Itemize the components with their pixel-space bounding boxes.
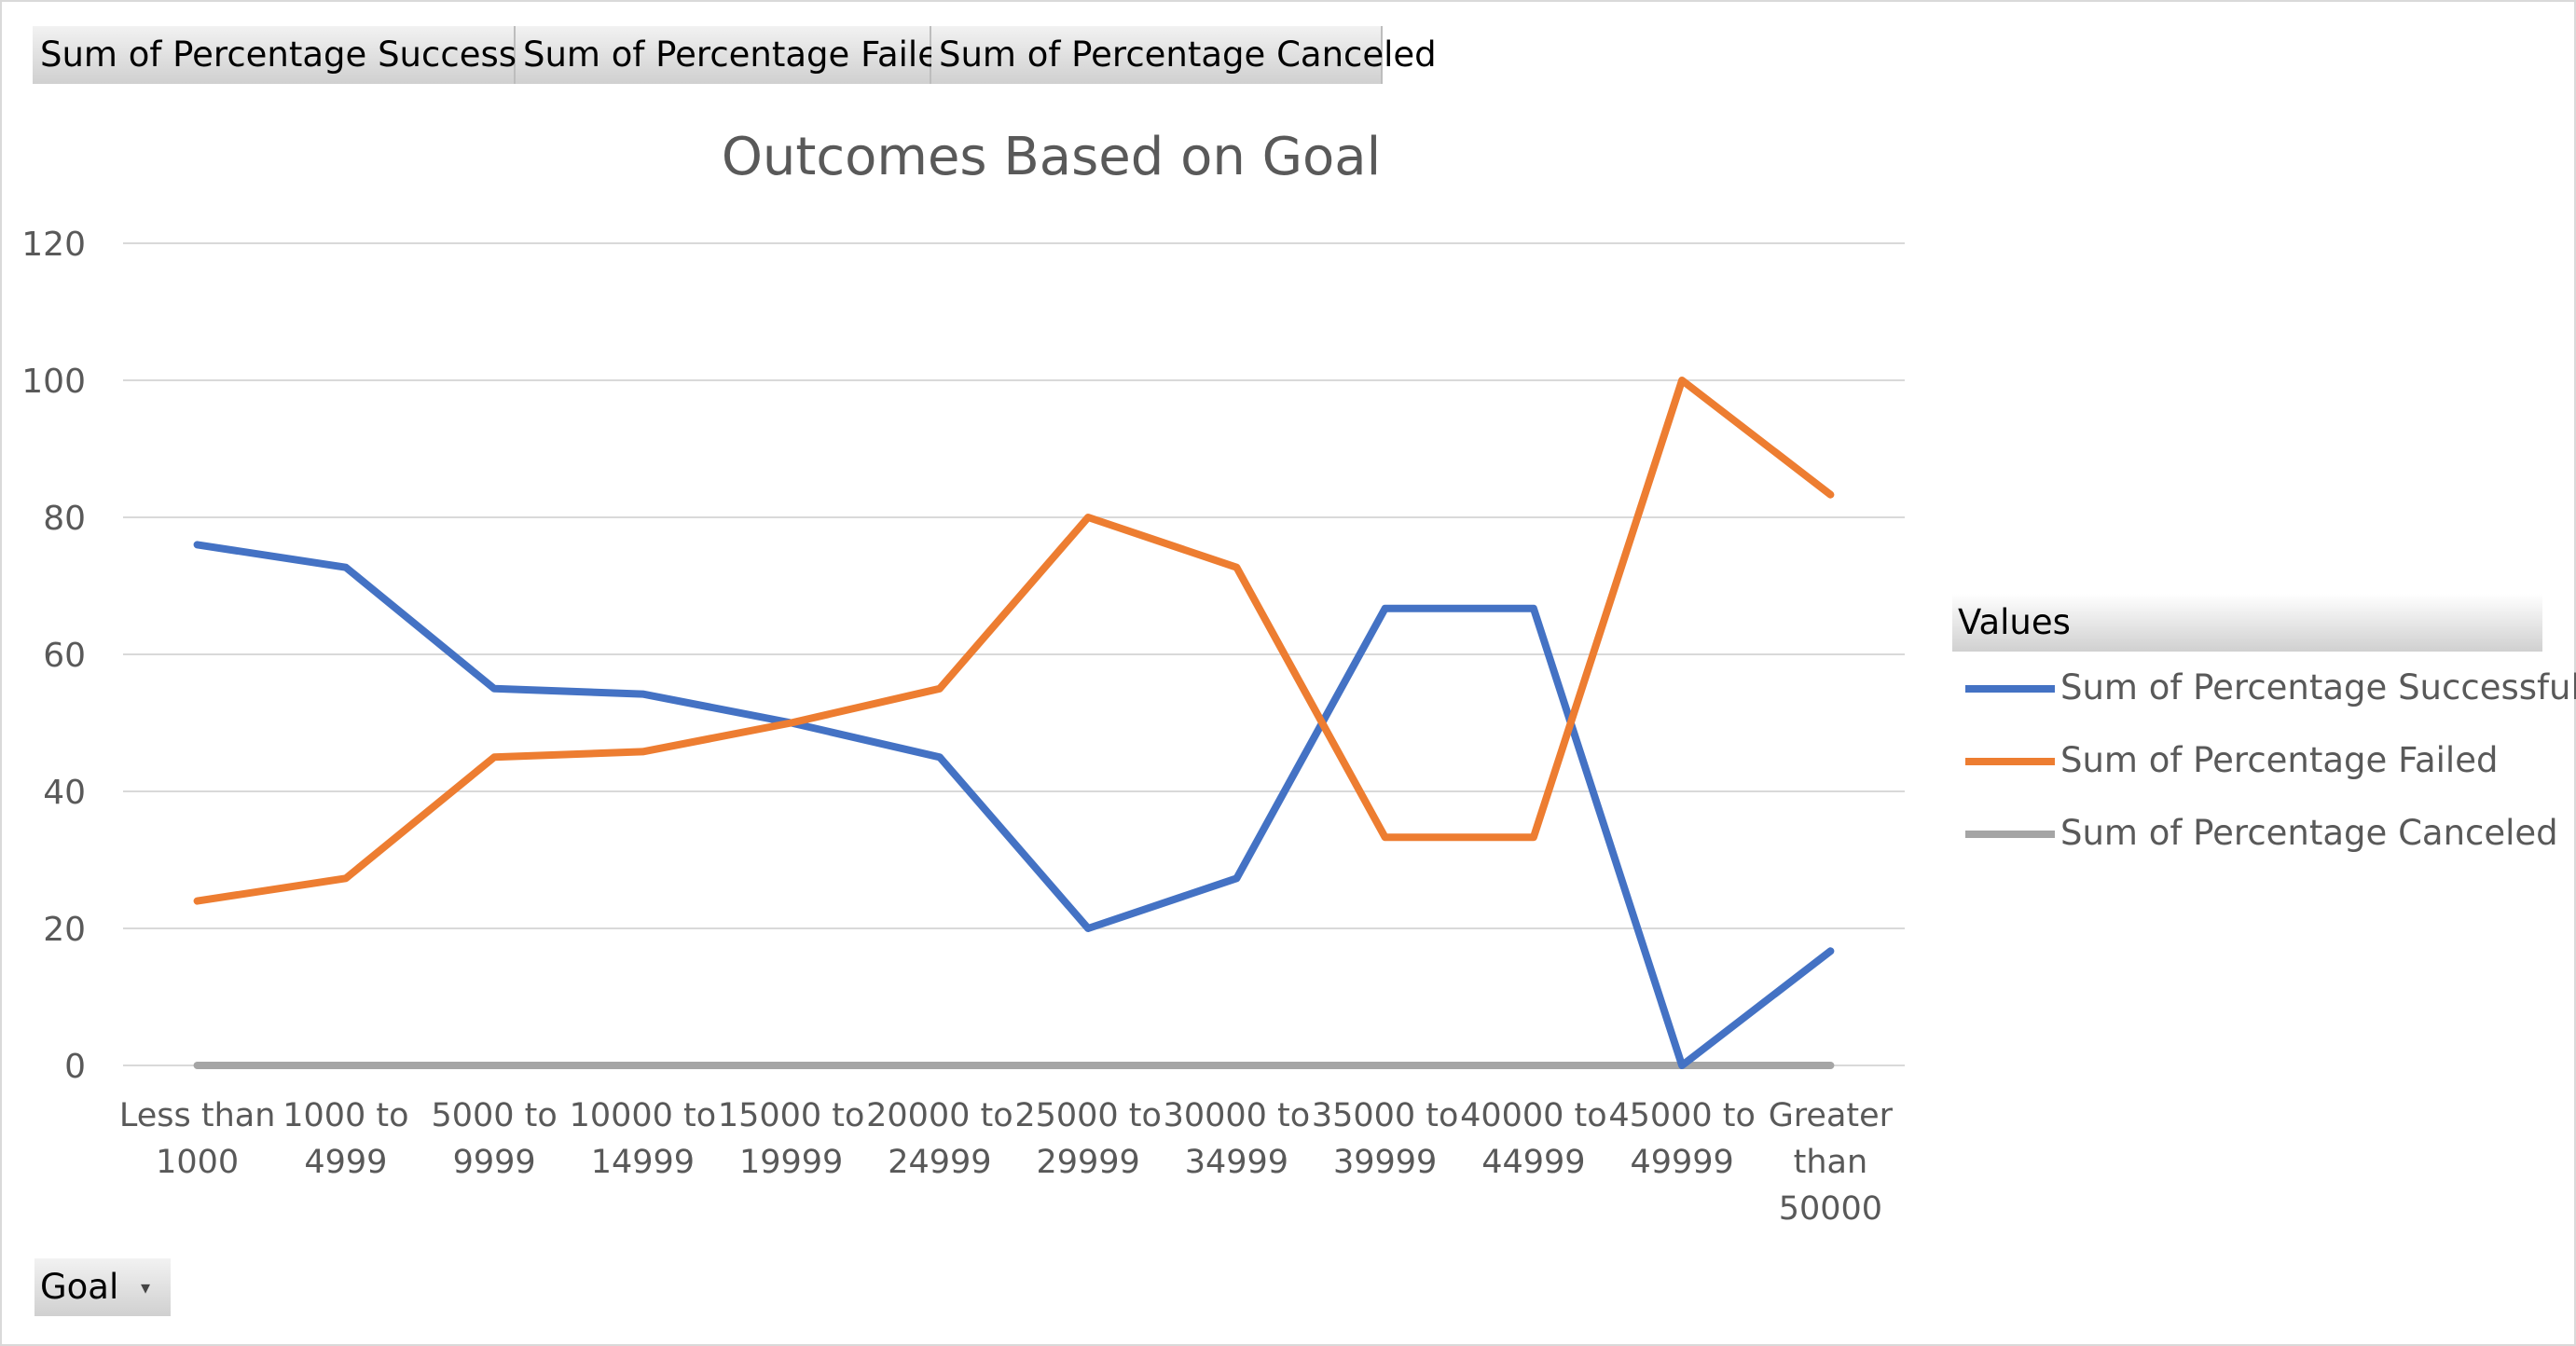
series-line-successful [193,541,1835,1069]
legend: Values Sum of Percentage Successful Sum … [1952,594,2576,870]
field-button-successful[interactable]: Sum of Percentage Successful [33,26,560,84]
data-point-canceled-5 [939,1064,941,1066]
legend-line-canceled [1965,831,2055,838]
data-point-canceled-9 [1533,1064,1535,1066]
data-point-successful-11 [1829,950,1831,952]
y-tick-label-80: 80 [43,500,86,538]
y-tick-label-120: 120 [21,226,86,264]
x-tick-label-4: 15000 to 19999 [718,1097,865,1181]
data-point-successful-10 [1681,1064,1683,1066]
data-point-failed-5 [939,688,941,690]
legend-line-successful [1965,685,2055,693]
data-point-canceled-8 [1384,1064,1386,1066]
x-tick-label-9: 40000 to 44999 [1460,1097,1607,1181]
data-point-canceled-3 [641,1064,643,1066]
y-tick-label-20: 20 [43,911,86,949]
data-point-failed-11 [1829,494,1831,496]
x-tick-label-5: 20000 to 24999 [866,1097,1013,1181]
x-tick-label-6: 25000 to 29999 [1014,1097,1162,1181]
x-tick-label-7: 30000 to 34999 [1164,1097,1311,1181]
data-point-canceled-11 [1829,1064,1831,1066]
data-point-failed-1 [345,877,347,879]
x-tick-label-1: 1000 to 4999 [282,1097,408,1181]
data-point-successful-8 [1384,608,1386,610]
data-point-successful-5 [939,756,941,758]
legend-label-successful: Sum of Percentage Successful [2060,667,2576,707]
legend-item-failed[interactable]: Sum of Percentage Failed [1952,724,2542,797]
x-tick-label-11: Greater than 50000 [1769,1097,1894,1228]
legend-label-canceled: Sum of Percentage Canceled [2060,813,2558,853]
dropdown-arrow-icon: ▾ [140,1276,150,1298]
legend-header[interactable]: Values [1952,594,2542,652]
field-button-canceled[interactable]: Sum of Percentage Canceled [931,26,1437,84]
x-tick-label-10: 45000 to 49999 [1608,1097,1756,1181]
data-point-canceled-6 [1087,1064,1089,1066]
data-point-failed-6 [1087,516,1089,518]
y-tick-label-100: 100 [21,363,86,401]
data-point-failed-4 [791,722,792,723]
data-point-canceled-7 [1235,1064,1237,1066]
x-tick-label-3: 10000 to 14999 [570,1097,717,1181]
data-point-failed-0 [197,900,199,902]
data-point-canceled-0 [197,1064,199,1066]
data-point-canceled-1 [345,1064,347,1066]
x-tick-label-2: 5000 to 9999 [431,1097,557,1181]
data-point-successful-0 [197,543,199,545]
data-point-successful-6 [1087,927,1089,929]
data-point-successful-9 [1533,608,1535,610]
x-tick-label-0: Less than 1000 [119,1097,276,1181]
data-point-failed-7 [1235,567,1237,569]
y-tick-label-40: 40 [43,774,86,812]
legend-item-canceled[interactable]: Sum of Percentage Canceled [1952,797,2558,870]
series-line-failed [193,377,1835,905]
goal-filter-label: Goal [40,1267,119,1307]
value-field-buttons: Sum of Percentage Successful Sum of Perc… [33,26,1437,84]
data-point-canceled-4 [791,1064,792,1066]
y-tick-label-60: 60 [43,637,86,675]
data-point-failed-10 [1681,379,1683,381]
data-point-successful-7 [1235,877,1237,879]
data-point-failed-3 [641,750,643,752]
x-tick-label-8: 35000 to 39999 [1312,1097,1459,1181]
data-point-successful-1 [345,567,347,569]
data-point-failed-8 [1384,836,1386,838]
data-point-successful-2 [493,688,495,690]
y-tick-label-0: 0 [64,1048,86,1086]
legend-item-successful[interactable]: Sum of Percentage Successful [1952,652,2576,724]
legend-line-failed [1965,758,2055,765]
legend-label-failed: Sum of Percentage Failed [2060,740,2499,780]
data-point-canceled-2 [493,1064,495,1066]
chart-title: Outcomes Based on Goal [722,127,1381,187]
field-button-failed[interactable]: Sum of Percentage Failed [516,26,960,84]
data-point-failed-9 [1533,836,1535,838]
data-point-failed-2 [493,756,495,758]
goal-filter-button[interactable]: Goal ▾ [34,1258,171,1316]
